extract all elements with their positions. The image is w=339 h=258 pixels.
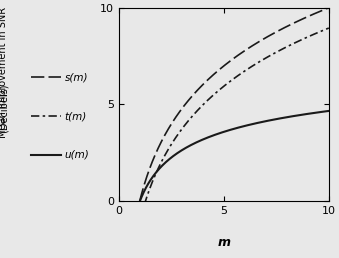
Text: (Decibels): (Decibels) (0, 84, 8, 133)
Text: m: m (217, 236, 230, 249)
Text: u(m): u(m) (64, 150, 89, 160)
Text: t(m): t(m) (64, 111, 87, 121)
Text: Mean Improvement in SNR: Mean Improvement in SNR (0, 7, 8, 138)
Text: s(m): s(m) (64, 72, 88, 82)
